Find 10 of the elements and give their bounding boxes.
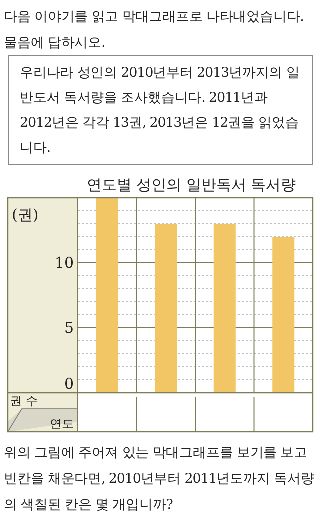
text: 위의 그림에 주어져 있는 막대그래프를 보기를 보고 빈칸을 채운다면, 2010년부터 2011년도까지 독서량의 색칠된 칸은 몇 개입니까? — [4, 444, 316, 515]
text: 우리나라 성인의 2010년부터 2013년까지의 일반도서 독서량을 조사했습니다. 2011년과 2012년은 각각 13권, 2013년은 12권을 읽었습니다. — [8, 55, 313, 165]
text: 연도 — [50, 417, 74, 431]
y-tick-label: 0 — [64, 375, 74, 393]
chart-title: 연도별 성인의 일반독서 독서량 — [86, 176, 296, 194]
y-tick-label: 5 — [64, 319, 74, 337]
text: 권 수 — [10, 394, 38, 408]
y-tick-label: 10 — [54, 254, 74, 272]
y-axis-title: (권) — [12, 206, 39, 224]
text: 다음 이야기를 읽고 막대그래프로 나타내었습니다. 물음에 답하시오. — [4, 8, 305, 53]
